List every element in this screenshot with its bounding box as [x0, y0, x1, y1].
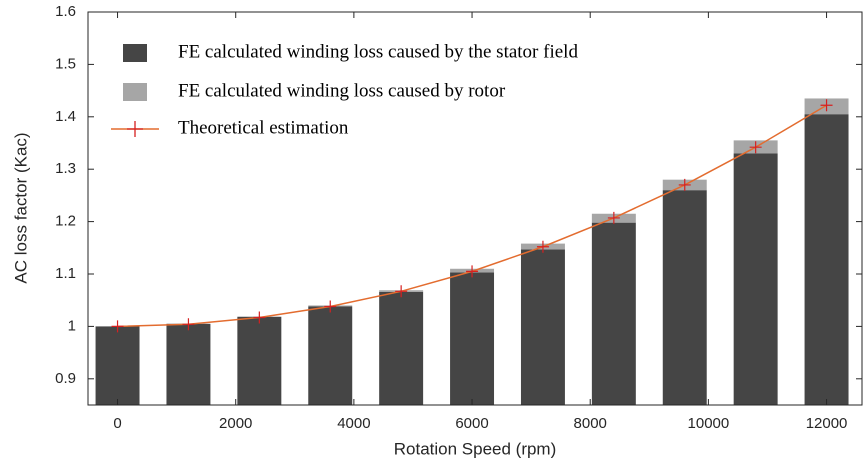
legend-swatch: [123, 83, 147, 101]
marker: [820, 99, 833, 112]
x-tick-label: 12000: [806, 415, 848, 432]
marker: [111, 320, 124, 333]
marker: [253, 311, 266, 324]
y-tick-label: 1.5: [55, 55, 76, 72]
x-tick-label: 10000: [688, 415, 730, 432]
y-axis-label: AC loss factor (Kac): [11, 132, 30, 283]
y-tick-label: 1.3: [55, 160, 76, 177]
bar: [95, 326, 140, 405]
y-tick-label: 1.2: [55, 213, 76, 230]
bar: [237, 316, 282, 405]
marker: [536, 240, 549, 253]
legend-swatch: [123, 44, 147, 62]
marker: [324, 300, 337, 313]
y-tick-label: 1.6: [55, 3, 76, 20]
x-tick-label: 0: [113, 415, 121, 432]
marker: [678, 178, 691, 191]
x-axis-label: Rotation Speed (rpm): [394, 439, 557, 458]
legend-label: FE calculated winding loss caused by the…: [178, 41, 578, 62]
x-tick-label: 2000: [219, 415, 252, 432]
marker: [749, 141, 762, 154]
legend-marker: [127, 121, 143, 137]
y-tick-label: 1.4: [55, 108, 76, 125]
bar: [166, 323, 211, 405]
bar: [733, 153, 778, 405]
bar: [379, 291, 424, 405]
y-tick-label: 1: [68, 317, 76, 334]
y-tick-label: 0.9: [55, 370, 76, 387]
y-tick-label: 1.1: [55, 265, 76, 282]
marker: [182, 318, 195, 331]
legend-label: FE calculated winding loss caused by rot…: [178, 80, 506, 101]
marker: [607, 211, 620, 224]
plot-frame: [87, 11, 863, 406]
x-tick-label: 6000: [455, 415, 488, 432]
bar: [662, 190, 707, 405]
bar: [591, 222, 636, 405]
bar: [308, 306, 353, 405]
legend-label: Theoretical estimation: [178, 117, 349, 138]
x-tick-label: 8000: [574, 415, 607, 432]
marker: [466, 265, 479, 278]
x-tick-label: 4000: [337, 415, 370, 432]
bar: [804, 114, 849, 406]
bar: [450, 272, 495, 405]
bar: [520, 249, 565, 405]
marker: [395, 285, 408, 298]
